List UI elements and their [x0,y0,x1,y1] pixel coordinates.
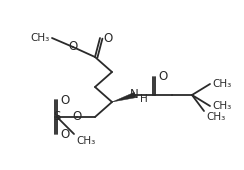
Text: O: O [60,128,69,140]
Text: CH₃: CH₃ [31,33,50,43]
Text: S: S [53,110,61,123]
Text: CH₃: CH₃ [212,79,231,89]
Text: O: O [68,40,78,54]
Text: CH₃: CH₃ [212,101,231,111]
Text: N: N [130,88,138,100]
Text: CH₃: CH₃ [76,136,95,146]
Text: O: O [103,31,112,45]
Text: O: O [72,110,82,123]
Text: O: O [158,71,167,83]
Polygon shape [112,92,136,102]
Text: CH₃: CH₃ [206,112,225,122]
Text: O: O [60,94,69,106]
Text: H: H [140,94,148,104]
